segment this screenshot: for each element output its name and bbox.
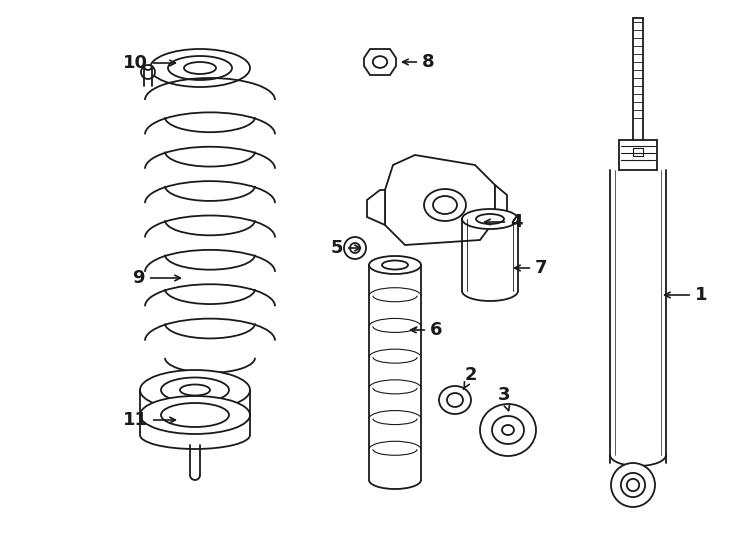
Text: 11: 11 [123,411,175,429]
Ellipse shape [627,479,639,491]
Ellipse shape [180,384,210,395]
Text: 9: 9 [133,269,181,287]
Ellipse shape [492,416,524,444]
Ellipse shape [350,243,360,253]
Polygon shape [495,185,507,220]
Text: 6: 6 [410,321,443,339]
Ellipse shape [161,403,229,427]
Ellipse shape [433,196,457,214]
Polygon shape [364,49,396,75]
Ellipse shape [344,237,366,259]
Text: 8: 8 [403,53,435,71]
Ellipse shape [140,370,250,410]
Ellipse shape [161,377,229,402]
Text: 2: 2 [463,366,478,389]
Ellipse shape [611,463,655,507]
Ellipse shape [150,49,250,87]
Text: 4: 4 [484,213,523,231]
Ellipse shape [184,62,216,74]
Text: 5: 5 [330,239,360,257]
Ellipse shape [168,56,232,80]
Ellipse shape [439,386,471,414]
Ellipse shape [140,396,250,434]
Text: 7: 7 [515,259,548,277]
Text: 10: 10 [123,54,175,72]
Ellipse shape [621,473,645,497]
Ellipse shape [369,256,421,274]
Ellipse shape [382,260,408,269]
Polygon shape [385,155,495,245]
Text: 3: 3 [498,386,510,410]
Text: 1: 1 [665,286,708,304]
Polygon shape [367,190,385,225]
Ellipse shape [476,214,504,224]
Ellipse shape [447,393,463,407]
Ellipse shape [480,404,536,456]
Ellipse shape [141,65,155,79]
Ellipse shape [502,425,514,435]
Ellipse shape [424,189,466,221]
Ellipse shape [373,56,388,68]
Ellipse shape [462,209,518,229]
